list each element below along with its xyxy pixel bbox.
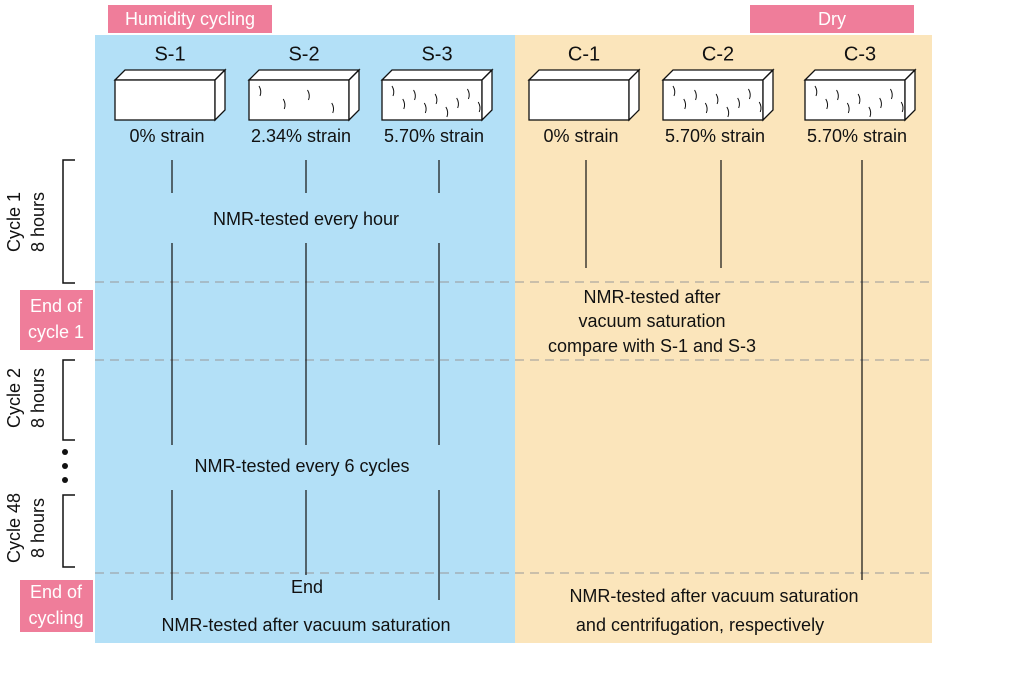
crack xyxy=(694,89,697,101)
phase-label: End of xyxy=(30,582,83,602)
crack xyxy=(868,106,872,118)
note: NMR-tested after vacuum saturation xyxy=(161,615,450,635)
specimen-top xyxy=(113,69,227,81)
humidity-panel xyxy=(95,35,515,643)
phase-tag xyxy=(20,580,93,632)
crack xyxy=(836,89,839,101)
specimen-top xyxy=(661,69,775,81)
specimen-top xyxy=(803,69,917,81)
crack xyxy=(758,101,762,113)
note: NMR-tested every hour xyxy=(213,209,399,229)
strain-label: 0% strain xyxy=(129,126,204,146)
phase-label: Cycle 2 xyxy=(4,368,24,428)
note: NMR-tested after vacuum saturation xyxy=(569,586,858,606)
specimen-front xyxy=(662,79,764,121)
specimen-name: C-1 xyxy=(568,43,600,65)
specimen-top xyxy=(380,69,494,81)
crack xyxy=(456,97,459,109)
group-label: Dry xyxy=(818,9,846,29)
crack xyxy=(331,102,335,114)
specimen-front xyxy=(381,79,483,121)
specimen-side xyxy=(762,68,774,122)
strain-label: 0% strain xyxy=(543,126,618,146)
phase-label: 8 hours xyxy=(28,368,48,428)
crack xyxy=(857,93,861,105)
brackets xyxy=(62,159,75,568)
crack xyxy=(402,98,406,110)
phase-label: Cycle 48 xyxy=(4,493,24,563)
crack xyxy=(477,101,481,113)
ellipsis xyxy=(62,449,68,483)
specimen-front xyxy=(248,79,350,121)
phase-label: End of xyxy=(30,296,83,316)
strain-label: 2.34% strain xyxy=(251,126,351,146)
strain-label: 5.70% strain xyxy=(665,126,765,146)
specimen-side xyxy=(214,68,226,122)
note: compare with S-1 and S-3 xyxy=(548,336,756,356)
crack xyxy=(748,88,751,100)
crack xyxy=(391,85,395,97)
crack xyxy=(825,98,829,110)
crack xyxy=(434,93,438,105)
phase-label: cycling xyxy=(28,608,83,628)
specimen-name: S-1 xyxy=(154,43,185,65)
note: vacuum saturation xyxy=(578,311,725,331)
specimen-front xyxy=(528,79,630,121)
phase-label: Cycle 1 xyxy=(4,192,24,252)
crack xyxy=(715,93,719,105)
crack xyxy=(846,102,850,114)
specimen-name: C-2 xyxy=(702,43,734,65)
phase-label: 8 hours xyxy=(28,192,48,252)
crack xyxy=(890,88,893,100)
crack xyxy=(258,85,262,97)
group-tag xyxy=(750,5,914,33)
specimen-name: S-3 xyxy=(421,43,452,65)
note: NMR-tested every 6 cycles xyxy=(194,456,409,476)
specimen-name: C-3 xyxy=(844,43,876,65)
crack xyxy=(900,101,904,113)
specimen-name: S-2 xyxy=(288,43,319,65)
crack xyxy=(704,102,708,114)
specimen-front xyxy=(114,79,216,121)
specimen-side xyxy=(481,68,493,122)
phase-label: 8 hours xyxy=(28,498,48,558)
crack xyxy=(814,85,818,97)
specimen-top xyxy=(527,69,641,81)
specimen-side xyxy=(628,68,640,122)
note: NMR-tested after xyxy=(583,287,720,307)
crack xyxy=(672,85,676,97)
phase-label: cycle 1 xyxy=(28,322,84,342)
crack xyxy=(413,89,416,101)
crack xyxy=(282,98,286,110)
group-label: Humidity cycling xyxy=(125,9,255,29)
crack xyxy=(726,106,730,118)
specimen-front xyxy=(804,79,906,121)
crack xyxy=(445,106,449,118)
strain-label: 5.70% strain xyxy=(807,126,907,146)
crack xyxy=(423,102,427,114)
note: End xyxy=(291,577,323,597)
crack xyxy=(737,97,740,109)
crack xyxy=(683,98,687,110)
phase-tag xyxy=(20,290,93,350)
crack xyxy=(879,97,882,109)
specimen-side xyxy=(904,68,916,122)
crack xyxy=(467,88,470,100)
group-tag xyxy=(108,5,272,33)
specimen-top xyxy=(247,69,361,81)
specimen-side xyxy=(348,68,360,122)
note: and centrifugation, respectively xyxy=(576,615,824,635)
crack xyxy=(307,89,310,101)
strain-label: 5.70% strain xyxy=(384,126,484,146)
